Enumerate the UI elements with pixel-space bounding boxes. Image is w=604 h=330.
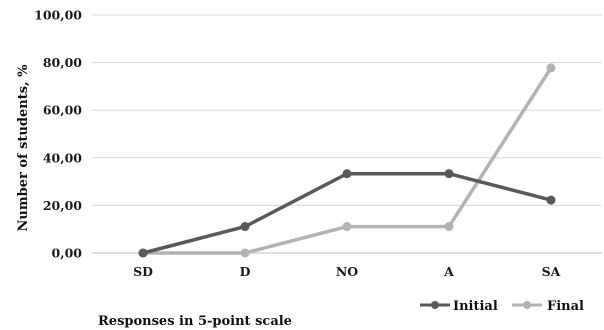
series-line-initial	[141, 171, 553, 255]
x-tick-label: A	[443, 264, 454, 279]
data-point-initial	[546, 195, 556, 205]
x-axis-ticks: SD D NO A SA	[133, 264, 561, 279]
y-axis-ticks: 0,00 20,00 40,00 60,00 80,00 100,00	[34, 8, 82, 261]
data-point-final	[546, 63, 556, 73]
y-tick-label: 80,00	[43, 55, 82, 70]
legend-marker-initial	[431, 301, 439, 309]
data-point-initial	[138, 248, 148, 258]
x-tick-label: SD	[133, 264, 153, 279]
gridlines	[92, 14, 602, 254]
data-point-initial	[240, 222, 250, 232]
legend-label-final: Final	[547, 299, 584, 314]
legend-label-initial: Initial	[453, 299, 498, 314]
x-tick-label: SA	[542, 264, 561, 279]
legend-item-initial: Initial	[420, 299, 498, 314]
legend-marker-final	[523, 301, 531, 309]
data-point-initial	[342, 169, 352, 179]
x-axis-title: Responses in 5-point scale	[98, 314, 292, 329]
data-point-final	[342, 222, 352, 232]
x-tick-label: D	[240, 264, 251, 279]
y-tick-label: 40,00	[43, 150, 82, 165]
y-tick-label: 0,00	[52, 246, 83, 261]
data-point-initial	[444, 169, 454, 179]
y-tick-label: 20,00	[43, 198, 82, 213]
legend: Initial Final	[420, 299, 584, 314]
series-final	[138, 63, 556, 258]
series-lines	[138, 63, 556, 258]
series-initial	[138, 169, 556, 258]
data-point-final	[240, 248, 250, 258]
x-tick-label: NO	[336, 264, 358, 279]
y-axis-title: Number of students, %	[16, 64, 31, 232]
data-point-final	[444, 222, 454, 232]
legend-item-final: Final	[512, 299, 584, 314]
y-tick-label: 100,00	[34, 8, 82, 23]
y-tick-label: 60,00	[43, 103, 82, 118]
